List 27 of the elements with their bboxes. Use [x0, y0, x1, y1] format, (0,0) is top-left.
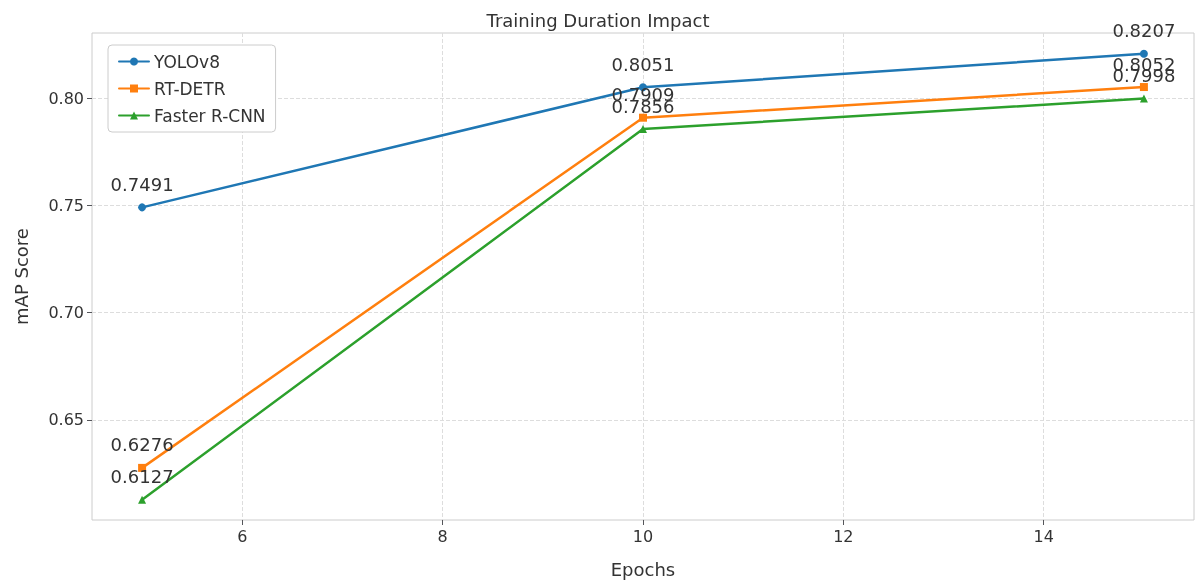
data-label: 0.7491: [110, 173, 174, 195]
chart-title: Training Duration Impact: [485, 9, 710, 31]
point: [1139, 83, 1148, 92]
point: [639, 125, 647, 134]
legend-label: Faster R-CNN: [154, 105, 266, 126]
x-tick-label: 10: [632, 526, 654, 546]
data-label: 0.6127: [110, 466, 174, 488]
point: [1139, 94, 1148, 103]
x-tick-label: 6: [237, 526, 248, 546]
point: [639, 113, 647, 122]
x-tick-label: 8: [437, 526, 448, 546]
x-tick-label: 14: [1033, 526, 1054, 546]
y-tick-label: 0.65: [48, 410, 84, 430]
legend-label: YOLOv8: [153, 51, 220, 72]
point: [138, 495, 147, 504]
data-label: 0.8207: [1112, 20, 1176, 42]
y-tick-label: 0.70: [48, 303, 84, 323]
legend-label: RT-DETR: [154, 78, 226, 99]
point: [138, 203, 147, 212]
y-tick-label: 0.75: [48, 195, 84, 215]
y-axis-title: mAP Score: [10, 228, 32, 325]
data-label: 0.8051: [611, 53, 675, 75]
y-tick-label: 0.80: [48, 88, 84, 108]
x-tick-label: 12: [833, 526, 854, 546]
x-axis-title: Epochs: [610, 558, 676, 580]
point: [1139, 49, 1148, 58]
data-label: 0.6276: [110, 434, 174, 456]
